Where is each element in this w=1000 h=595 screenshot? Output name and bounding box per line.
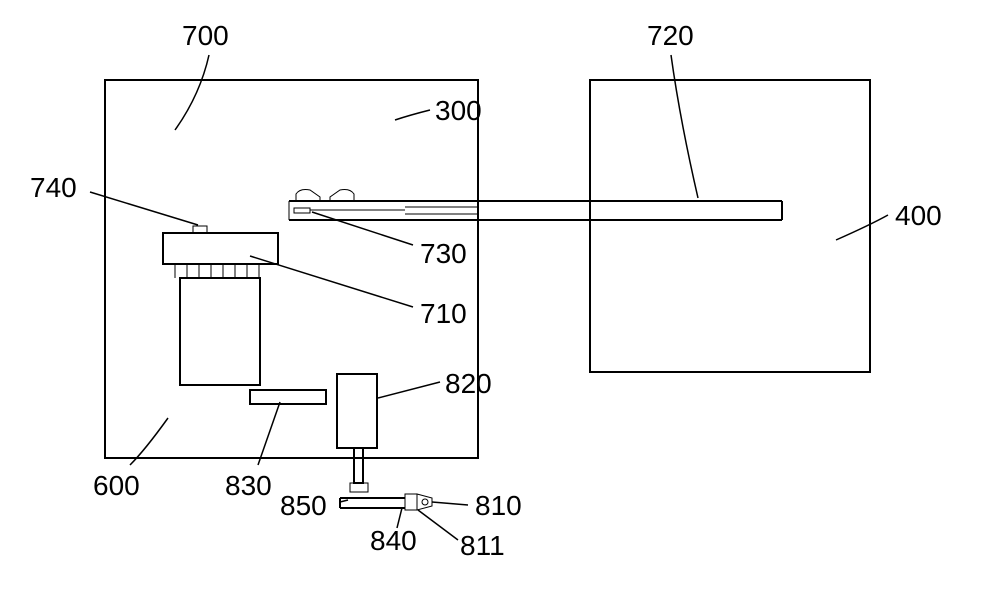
pedestal-base [180, 278, 260, 385]
leader-740 [90, 192, 198, 225]
label-720: 720 [647, 20, 694, 52]
label-810: 810 [475, 490, 522, 522]
leader-811 [418, 510, 458, 540]
label-700: 700 [182, 20, 229, 52]
leader-710 [250, 256, 413, 307]
part-820 [337, 374, 377, 448]
leader-820 [378, 382, 440, 398]
leader-730 [312, 212, 413, 245]
part-730-right [330, 190, 354, 202]
label-300: 300 [435, 95, 482, 127]
leader-300 [395, 110, 430, 120]
technical-diagram: 700 720 300 400 740 730 710 820 600 830 … [0, 0, 1000, 595]
leader-850 [340, 500, 348, 502]
leader-720 [671, 55, 698, 198]
label-730: 730 [420, 238, 467, 270]
label-740: 740 [30, 172, 77, 204]
leader-700 [175, 55, 209, 130]
part-810-cone [417, 494, 432, 510]
label-820: 820 [445, 368, 492, 400]
stem [354, 448, 363, 483]
label-830: 830 [225, 470, 272, 502]
part-730-left [296, 190, 320, 202]
part-810-circle [422, 499, 428, 505]
part-740 [193, 226, 207, 233]
label-840: 840 [370, 525, 417, 557]
label-400: 400 [895, 200, 942, 232]
stem-cap [350, 483, 368, 492]
leader-400 [836, 215, 888, 240]
leader-810 [432, 502, 468, 505]
block-400 [590, 80, 870, 372]
gripper-detail [294, 208, 310, 213]
label-710: 710 [420, 298, 467, 330]
leader-830 [258, 402, 280, 465]
label-811: 811 [460, 530, 505, 562]
label-850: 850 [280, 490, 327, 522]
label-600: 600 [93, 470, 140, 502]
part-830 [250, 390, 326, 404]
part-811-body [405, 494, 417, 510]
